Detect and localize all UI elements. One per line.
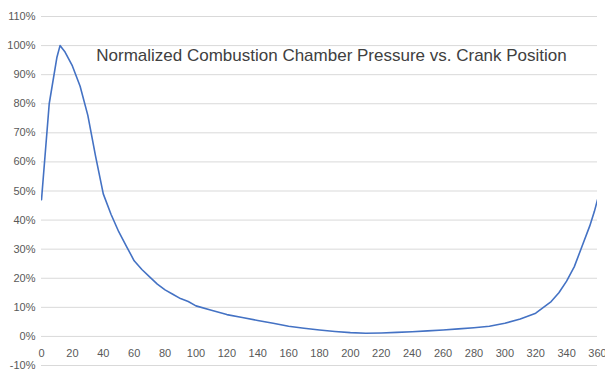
svg-text:70%: 70% bbox=[13, 126, 35, 138]
svg-text:60: 60 bbox=[128, 347, 140, 359]
svg-text:50%: 50% bbox=[13, 185, 35, 197]
svg-text:220: 220 bbox=[372, 347, 390, 359]
svg-text:260: 260 bbox=[434, 347, 452, 359]
svg-text:100%: 100% bbox=[7, 39, 35, 51]
svg-text:0: 0 bbox=[38, 347, 44, 359]
svg-text:40%: 40% bbox=[13, 214, 35, 226]
svg-text:80: 80 bbox=[159, 347, 171, 359]
svg-text:320: 320 bbox=[527, 347, 545, 359]
svg-text:80%: 80% bbox=[13, 97, 35, 109]
svg-text:90%: 90% bbox=[13, 68, 35, 80]
svg-text:60%: 60% bbox=[13, 155, 35, 167]
svg-text:20: 20 bbox=[66, 347, 78, 359]
svg-text:30%: 30% bbox=[13, 243, 35, 255]
svg-text:280: 280 bbox=[465, 347, 483, 359]
svg-text:200: 200 bbox=[341, 347, 359, 359]
svg-text:20%: 20% bbox=[13, 272, 35, 284]
svg-text:180: 180 bbox=[310, 347, 328, 359]
svg-text:360: 360 bbox=[588, 347, 605, 359]
svg-text:160: 160 bbox=[279, 347, 297, 359]
svg-text:40: 40 bbox=[97, 347, 109, 359]
svg-text:300: 300 bbox=[496, 347, 514, 359]
svg-text:Normalized Combustion Chamber: Normalized Combustion Chamber Pressure v… bbox=[96, 46, 567, 65]
svg-text:110%: 110% bbox=[8, 10, 36, 22]
svg-text:10%: 10% bbox=[13, 301, 35, 313]
svg-text:340: 340 bbox=[557, 347, 575, 359]
svg-text:0%: 0% bbox=[20, 330, 36, 342]
svg-text:240: 240 bbox=[403, 347, 421, 359]
svg-text:140: 140 bbox=[249, 347, 267, 359]
svg-text:120: 120 bbox=[218, 347, 236, 359]
svg-text:100: 100 bbox=[187, 347, 205, 359]
svg-text:-10%: -10% bbox=[10, 359, 36, 371]
